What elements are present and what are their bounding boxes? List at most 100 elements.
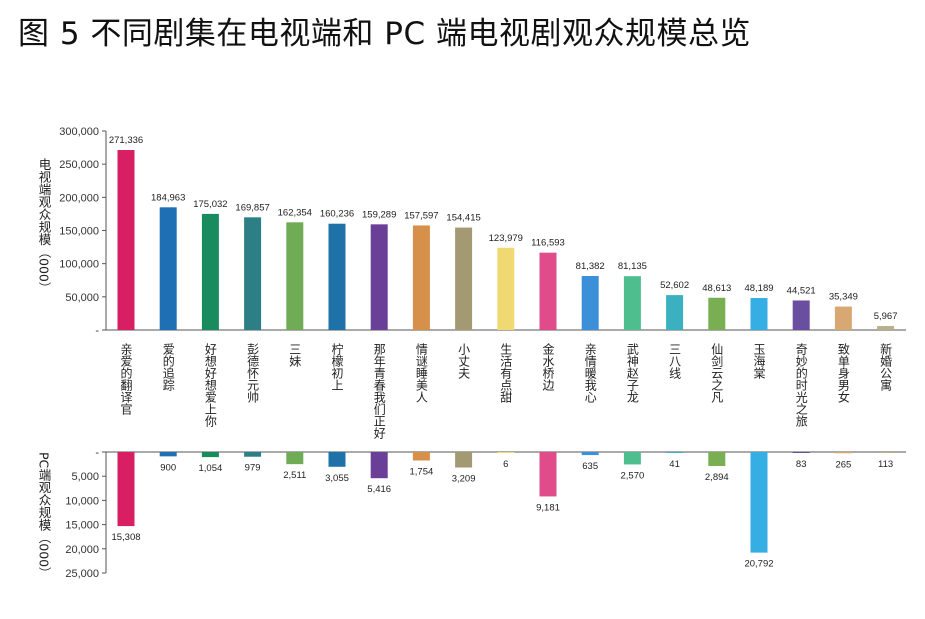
- bottom-bar: [328, 452, 346, 467]
- bottom-value-label: 3,209: [452, 474, 476, 485]
- top-bar: [412, 225, 430, 330]
- bottom-value-label: 1,054: [199, 463, 223, 474]
- category-label: 武神赵子龙: [625, 343, 639, 403]
- bottom-value-label: 15,308: [111, 532, 140, 543]
- category-label: 彭德怀元帅: [246, 343, 260, 404]
- bottom-bar: [244, 452, 262, 457]
- bottom-bar: [117, 452, 135, 527]
- bottom-value-label: 113: [878, 459, 893, 470]
- category-label: 小丈夫: [457, 343, 471, 380]
- top-bar: [539, 252, 557, 330]
- top-y-axis-label: 电视端观众规模（000）: [37, 158, 52, 294]
- category-label: 玉海棠: [752, 343, 766, 380]
- category-label: 新婚公寓: [879, 342, 893, 391]
- bottom-bar: [708, 452, 726, 467]
- top-y-tick-label: 150,000: [59, 226, 99, 238]
- top-value-label: 44,521: [787, 285, 816, 296]
- bottom-value-label: 83: [796, 459, 807, 470]
- category-label: 仙剑云之凡: [710, 343, 724, 404]
- category-label: 那年青春我们正好: [372, 343, 386, 440]
- top-value-label: 162,354: [278, 207, 312, 218]
- top-value-label: 5,967: [874, 311, 898, 322]
- category-label: 情谜睡美人: [414, 343, 428, 403]
- top-bar: [455, 227, 473, 330]
- top-value-label: 169,857: [235, 202, 269, 213]
- top-value-label: 160,236: [320, 209, 354, 220]
- bottom-bar: [792, 452, 810, 453]
- bottom-value-label: 979: [245, 463, 261, 474]
- top-value-label: 123,979: [489, 233, 523, 244]
- bottom-value-label: 6: [503, 459, 508, 470]
- top-bar: [159, 207, 177, 330]
- category-label: 柠檬初上: [330, 342, 344, 391]
- top-value-label: 48,189: [744, 283, 773, 294]
- top-bar: [834, 306, 852, 330]
- bottom-value-label: 900: [160, 462, 176, 473]
- category-label: 奇妙的时光之旅: [794, 343, 808, 427]
- top-value-label: 48,613: [702, 283, 731, 294]
- top-value-label: 81,135: [618, 261, 647, 272]
- bottom-value-label: 2,894: [705, 472, 729, 483]
- bottom-y-tick-label: 20,000: [65, 544, 99, 556]
- top-bar: [792, 300, 810, 330]
- top-bar: [286, 222, 304, 330]
- top-value-label: 81,382: [576, 261, 605, 272]
- bottom-value-label: 20,792: [744, 559, 773, 570]
- top-bar: [581, 276, 599, 330]
- top-bar: [708, 297, 726, 330]
- top-y-tick-label: 300,000: [59, 126, 99, 138]
- top-y-tick-label: 200,000: [59, 192, 99, 204]
- bottom-y-axis-label: PC端观众规模（000）: [37, 452, 52, 580]
- category-label: 生活有点甜: [499, 343, 513, 403]
- bottom-bar: [286, 452, 304, 465]
- top-bar: [877, 326, 895, 330]
- top-value-label: 116,593: [531, 238, 565, 249]
- top-bar: [244, 217, 262, 330]
- top-bar: [623, 276, 641, 330]
- bottom-y-tick-label: -: [95, 447, 99, 459]
- top-bar: [117, 150, 135, 330]
- top-value-label: 271,336: [109, 135, 143, 146]
- category-label: 亲爱的翻译官: [119, 343, 133, 415]
- bottom-bar: [666, 452, 684, 453]
- bottom-bar: [877, 452, 895, 453]
- bottom-value-label: 5,416: [367, 484, 391, 495]
- top-y-tick-label: 50,000: [65, 292, 99, 304]
- bottom-value-label: 2,511: [283, 470, 306, 481]
- bottom-bar: [834, 452, 852, 454]
- top-y-tick-label: -: [95, 325, 99, 337]
- top-value-label: 52,602: [660, 280, 689, 291]
- bottom-bar: [201, 452, 219, 458]
- bottom-bar: [623, 452, 641, 465]
- bottom-y-tick-label: 25,000: [65, 568, 99, 580]
- top-bar: [328, 223, 346, 330]
- category-label: 致单身男女: [836, 343, 850, 403]
- category-label: 三妹: [288, 343, 302, 367]
- category-label: 三八线: [668, 343, 682, 379]
- bottom-bar: [455, 452, 473, 468]
- bottom-bar: [159, 452, 177, 457]
- top-bar: [201, 213, 219, 330]
- top-value-label: 175,032: [193, 199, 227, 210]
- bottom-value-label: 265: [835, 459, 851, 470]
- category-label: 金水桥边: [541, 342, 555, 392]
- bottom-value-label: 9,181: [536, 502, 560, 513]
- bottom-y-tick-label: 15,000: [65, 520, 99, 532]
- top-value-label: 35,349: [829, 292, 858, 303]
- bottom-value-label: 1,754: [410, 466, 434, 477]
- bottom-value-label: 635: [582, 461, 598, 472]
- category-label: 好想好想爱上你: [203, 343, 217, 427]
- top-bar: [497, 247, 515, 330]
- bottom-bar: [750, 452, 768, 553]
- bottom-bar: [412, 452, 430, 461]
- category-label: 亲情暖我心: [583, 343, 597, 403]
- category-label: 爱的追踪: [161, 343, 175, 392]
- bottom-bar: [497, 452, 515, 453]
- bottom-bar: [539, 452, 557, 497]
- bottom-bar: [581, 452, 599, 456]
- top-value-label: 154,415: [446, 213, 480, 224]
- top-bar: [666, 295, 684, 330]
- chart-title: 图 5 不同剧集在电视端和 PC 端电视剧观众规模总览: [18, 16, 751, 52]
- top-value-label: 157,597: [404, 210, 438, 221]
